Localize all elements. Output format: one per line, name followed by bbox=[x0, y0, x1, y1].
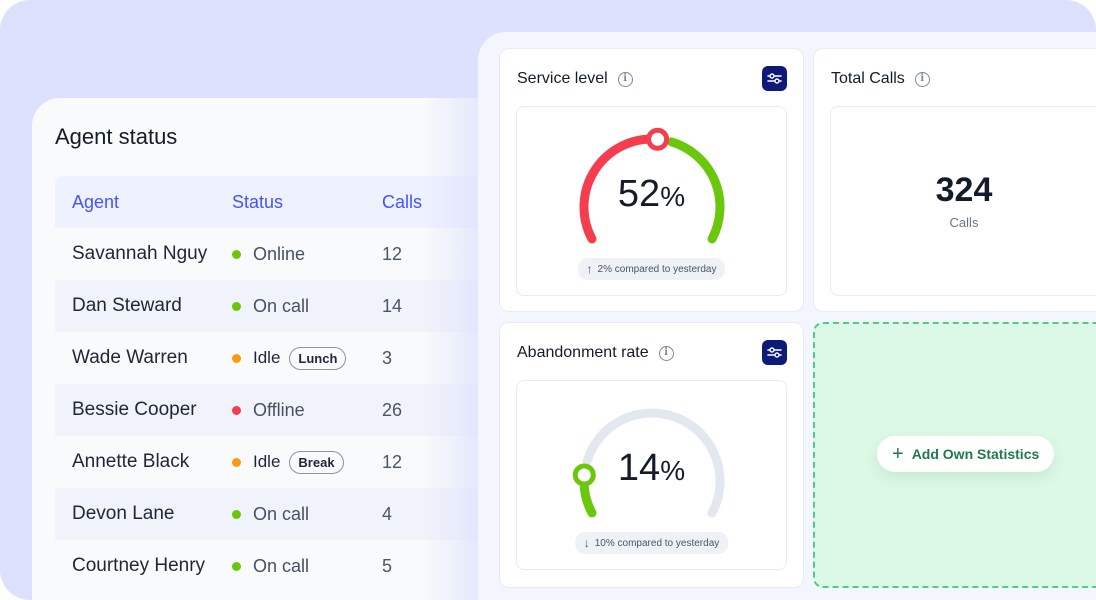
agent-name: Dan Steward bbox=[72, 295, 182, 316]
abandonment-gauge-box: 14% ↓ 10% compared to yesterday bbox=[516, 380, 787, 570]
info-icon[interactable]: i bbox=[914, 71, 930, 87]
agent-name: Devon Lane bbox=[72, 503, 175, 524]
sliders-icon bbox=[767, 73, 782, 84]
total-calls-card: Total Calls i 324 Calls bbox=[813, 48, 1096, 312]
info-icon[interactable]: i bbox=[658, 345, 674, 361]
service-level-title: Service level bbox=[517, 70, 608, 87]
status-dot-icon bbox=[232, 405, 241, 415]
add-statistics-dropzone[interactable]: + Add Own Statistics bbox=[813, 322, 1096, 588]
agent-name: Courtney Henry bbox=[72, 555, 206, 576]
gauge-filled-arc bbox=[579, 134, 663, 244]
status-dot-icon bbox=[232, 509, 241, 519]
abandonment-rate-card: Abandonment rate i 14% ↓ 10% compared to… bbox=[499, 322, 804, 588]
gauge-knob bbox=[572, 463, 596, 487]
status-text: On call bbox=[253, 295, 310, 316]
agent-calls: 5 bbox=[382, 555, 393, 576]
agent-status: Online bbox=[232, 244, 382, 265]
agent-status-panel: Agent status Agent Status Calls Savannah… bbox=[32, 98, 502, 600]
arrow-down-icon: ↓ bbox=[583, 536, 590, 550]
agent-calls: 4 bbox=[382, 503, 393, 524]
table-row[interactable]: Wade Warren Idle Lunch 3 bbox=[55, 332, 495, 384]
agent-name: Annette Black bbox=[72, 451, 190, 472]
table-header: Agent Status Calls bbox=[55, 176, 495, 228]
agent-status: Idle Break bbox=[232, 450, 382, 474]
gauge-knob bbox=[646, 127, 670, 151]
status-text: Idle bbox=[253, 452, 281, 471]
agent-table: Agent Status Calls Savannah Nguy Online 12… bbox=[55, 176, 495, 592]
total-calls-box: 324 Calls bbox=[830, 106, 1096, 296]
column-header-agent[interactable]: Agent bbox=[72, 191, 120, 212]
status-dot-icon bbox=[232, 301, 241, 311]
status-badge: Break bbox=[289, 450, 344, 474]
agent-calls: 14 bbox=[382, 295, 403, 316]
abandonment-rate-gauge bbox=[572, 408, 725, 518]
table-row[interactable]: Courtney Henry On call 5 bbox=[55, 540, 495, 592]
status-dot-icon bbox=[232, 561, 241, 571]
service-level-card: Service level i 52% ↑ 2% compared to yes… bbox=[499, 48, 804, 312]
status-dot-icon bbox=[232, 249, 241, 259]
agent-status: Idle Lunch bbox=[232, 346, 382, 370]
status-dot-icon bbox=[232, 353, 241, 363]
abandonment-rate-title: Abandonment rate bbox=[517, 344, 649, 361]
abandonment-rate-value: 14% bbox=[617, 447, 686, 489]
table-row[interactable]: Annette Black Idle Break 12 bbox=[55, 436, 495, 488]
column-header-status[interactable]: Status bbox=[232, 191, 284, 212]
total-calls-label: Calls bbox=[949, 215, 979, 230]
total-calls-value: 324 bbox=[935, 171, 993, 209]
plus-icon: + bbox=[892, 443, 904, 465]
sliders-icon bbox=[767, 347, 782, 358]
agent-status: On call bbox=[232, 504, 382, 525]
service-level-settings-button[interactable] bbox=[762, 66, 787, 91]
status-badge: Lunch bbox=[289, 346, 347, 370]
service-level-gauge bbox=[579, 127, 725, 244]
service-level-gauge-box: 52% ↑ 2% compared to yesterday bbox=[516, 106, 787, 296]
column-header-calls[interactable]: Calls bbox=[382, 191, 423, 212]
abandonment-rate-settings-button[interactable] bbox=[762, 340, 787, 365]
agent-calls: 26 bbox=[382, 399, 403, 420]
agent-calls: 12 bbox=[382, 243, 403, 264]
dashboard-panel: Service level i 52% ↑ 2% compared to yes… bbox=[478, 32, 1096, 600]
table-row[interactable]: Devon Lane On call 4 bbox=[55, 488, 495, 540]
agent-calls: 12 bbox=[382, 451, 403, 472]
agent-status: Offline bbox=[232, 400, 382, 421]
agent-calls: 3 bbox=[382, 347, 393, 368]
agent-name: Wade Warren bbox=[72, 347, 188, 368]
gauge-remaining-arc bbox=[667, 137, 725, 244]
agent-status-title: Agent status bbox=[55, 124, 178, 149]
table-row[interactable]: Dan Steward On call 14 bbox=[55, 280, 495, 332]
service-level-comparison: ↑ 2% compared to yesterday bbox=[577, 258, 726, 280]
abandonment-rate-comparison: ↓ 10% compared to yesterday bbox=[574, 532, 729, 554]
table-row[interactable]: Savannah Nguy Online 12 bbox=[55, 228, 495, 280]
status-dot-icon bbox=[232, 457, 241, 467]
agent-status: On call bbox=[232, 296, 382, 317]
arrow-up-icon: ↑ bbox=[586, 262, 593, 276]
gauge-remaining-arc bbox=[582, 408, 725, 518]
info-icon[interactable]: i bbox=[617, 71, 633, 87]
service-level-value: 52% bbox=[617, 173, 686, 215]
status-text: On call bbox=[253, 503, 310, 524]
add-own-statistics-button[interactable]: + Add Own Statistics bbox=[877, 436, 1055, 472]
agent-status: On call bbox=[232, 556, 382, 577]
agent-name: Savannah Nguy bbox=[72, 243, 208, 264]
status-text: On call bbox=[253, 555, 310, 576]
table-row[interactable]: Bessie Cooper Offline 26 bbox=[55, 384, 495, 436]
status-text: Offline bbox=[253, 399, 305, 420]
status-text: Idle bbox=[253, 348, 281, 367]
total-calls-title: Total Calls bbox=[831, 70, 905, 87]
agent-name: Bessie Cooper bbox=[72, 399, 197, 420]
status-text: Online bbox=[253, 243, 306, 264]
